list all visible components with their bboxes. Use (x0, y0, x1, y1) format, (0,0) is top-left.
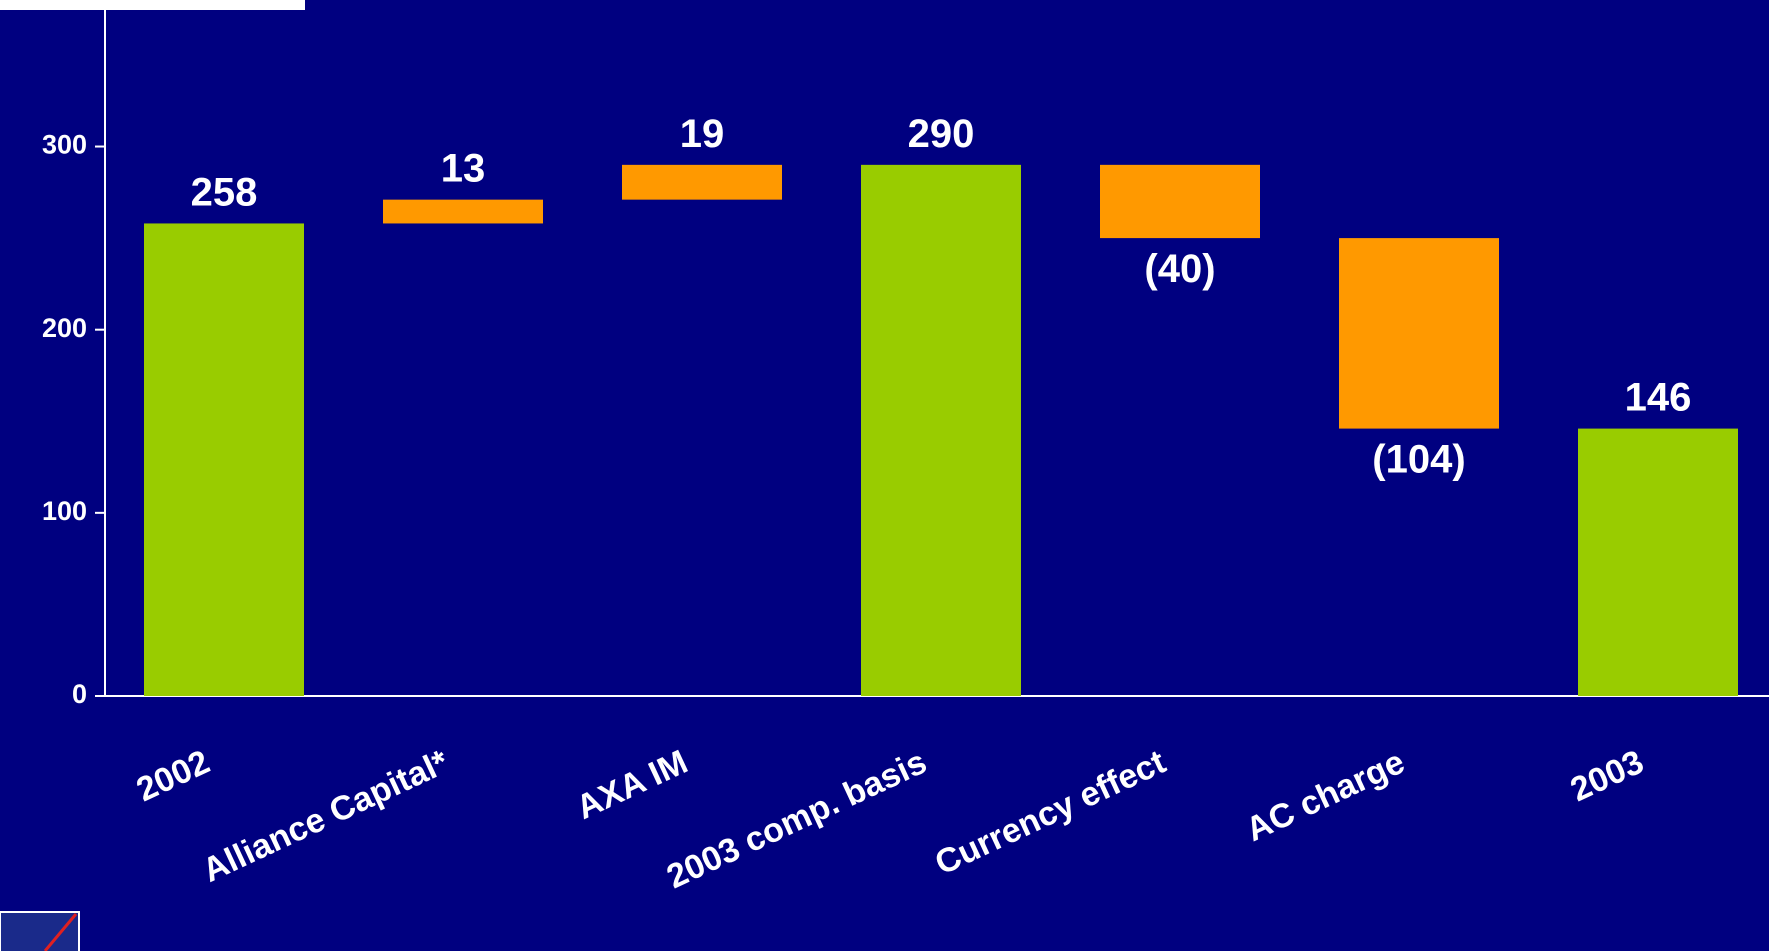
header-box (0, 0, 305, 10)
value-label: 19 (680, 112, 725, 156)
value-label: (40) (1144, 247, 1215, 291)
value-label: (104) (1372, 438, 1465, 482)
value-label: 146 (1625, 376, 1692, 420)
bar (144, 223, 304, 696)
logo-box (0, 911, 80, 951)
y-tick-label: 0 (72, 679, 87, 709)
logo (0, 911, 80, 951)
value-label: 13 (441, 147, 486, 191)
bar (1578, 428, 1738, 696)
bar (622, 164, 782, 200)
y-tick-label: 300 (42, 130, 87, 160)
bar (383, 199, 543, 224)
value-label: 290 (908, 112, 975, 156)
bar (1100, 164, 1260, 239)
logo-slash (43, 913, 78, 951)
value-label: 258 (191, 170, 258, 214)
bar (861, 164, 1021, 696)
bar (1339, 238, 1499, 429)
y-tick-label: 200 (42, 313, 87, 343)
y-tick-label: 100 (42, 496, 87, 526)
